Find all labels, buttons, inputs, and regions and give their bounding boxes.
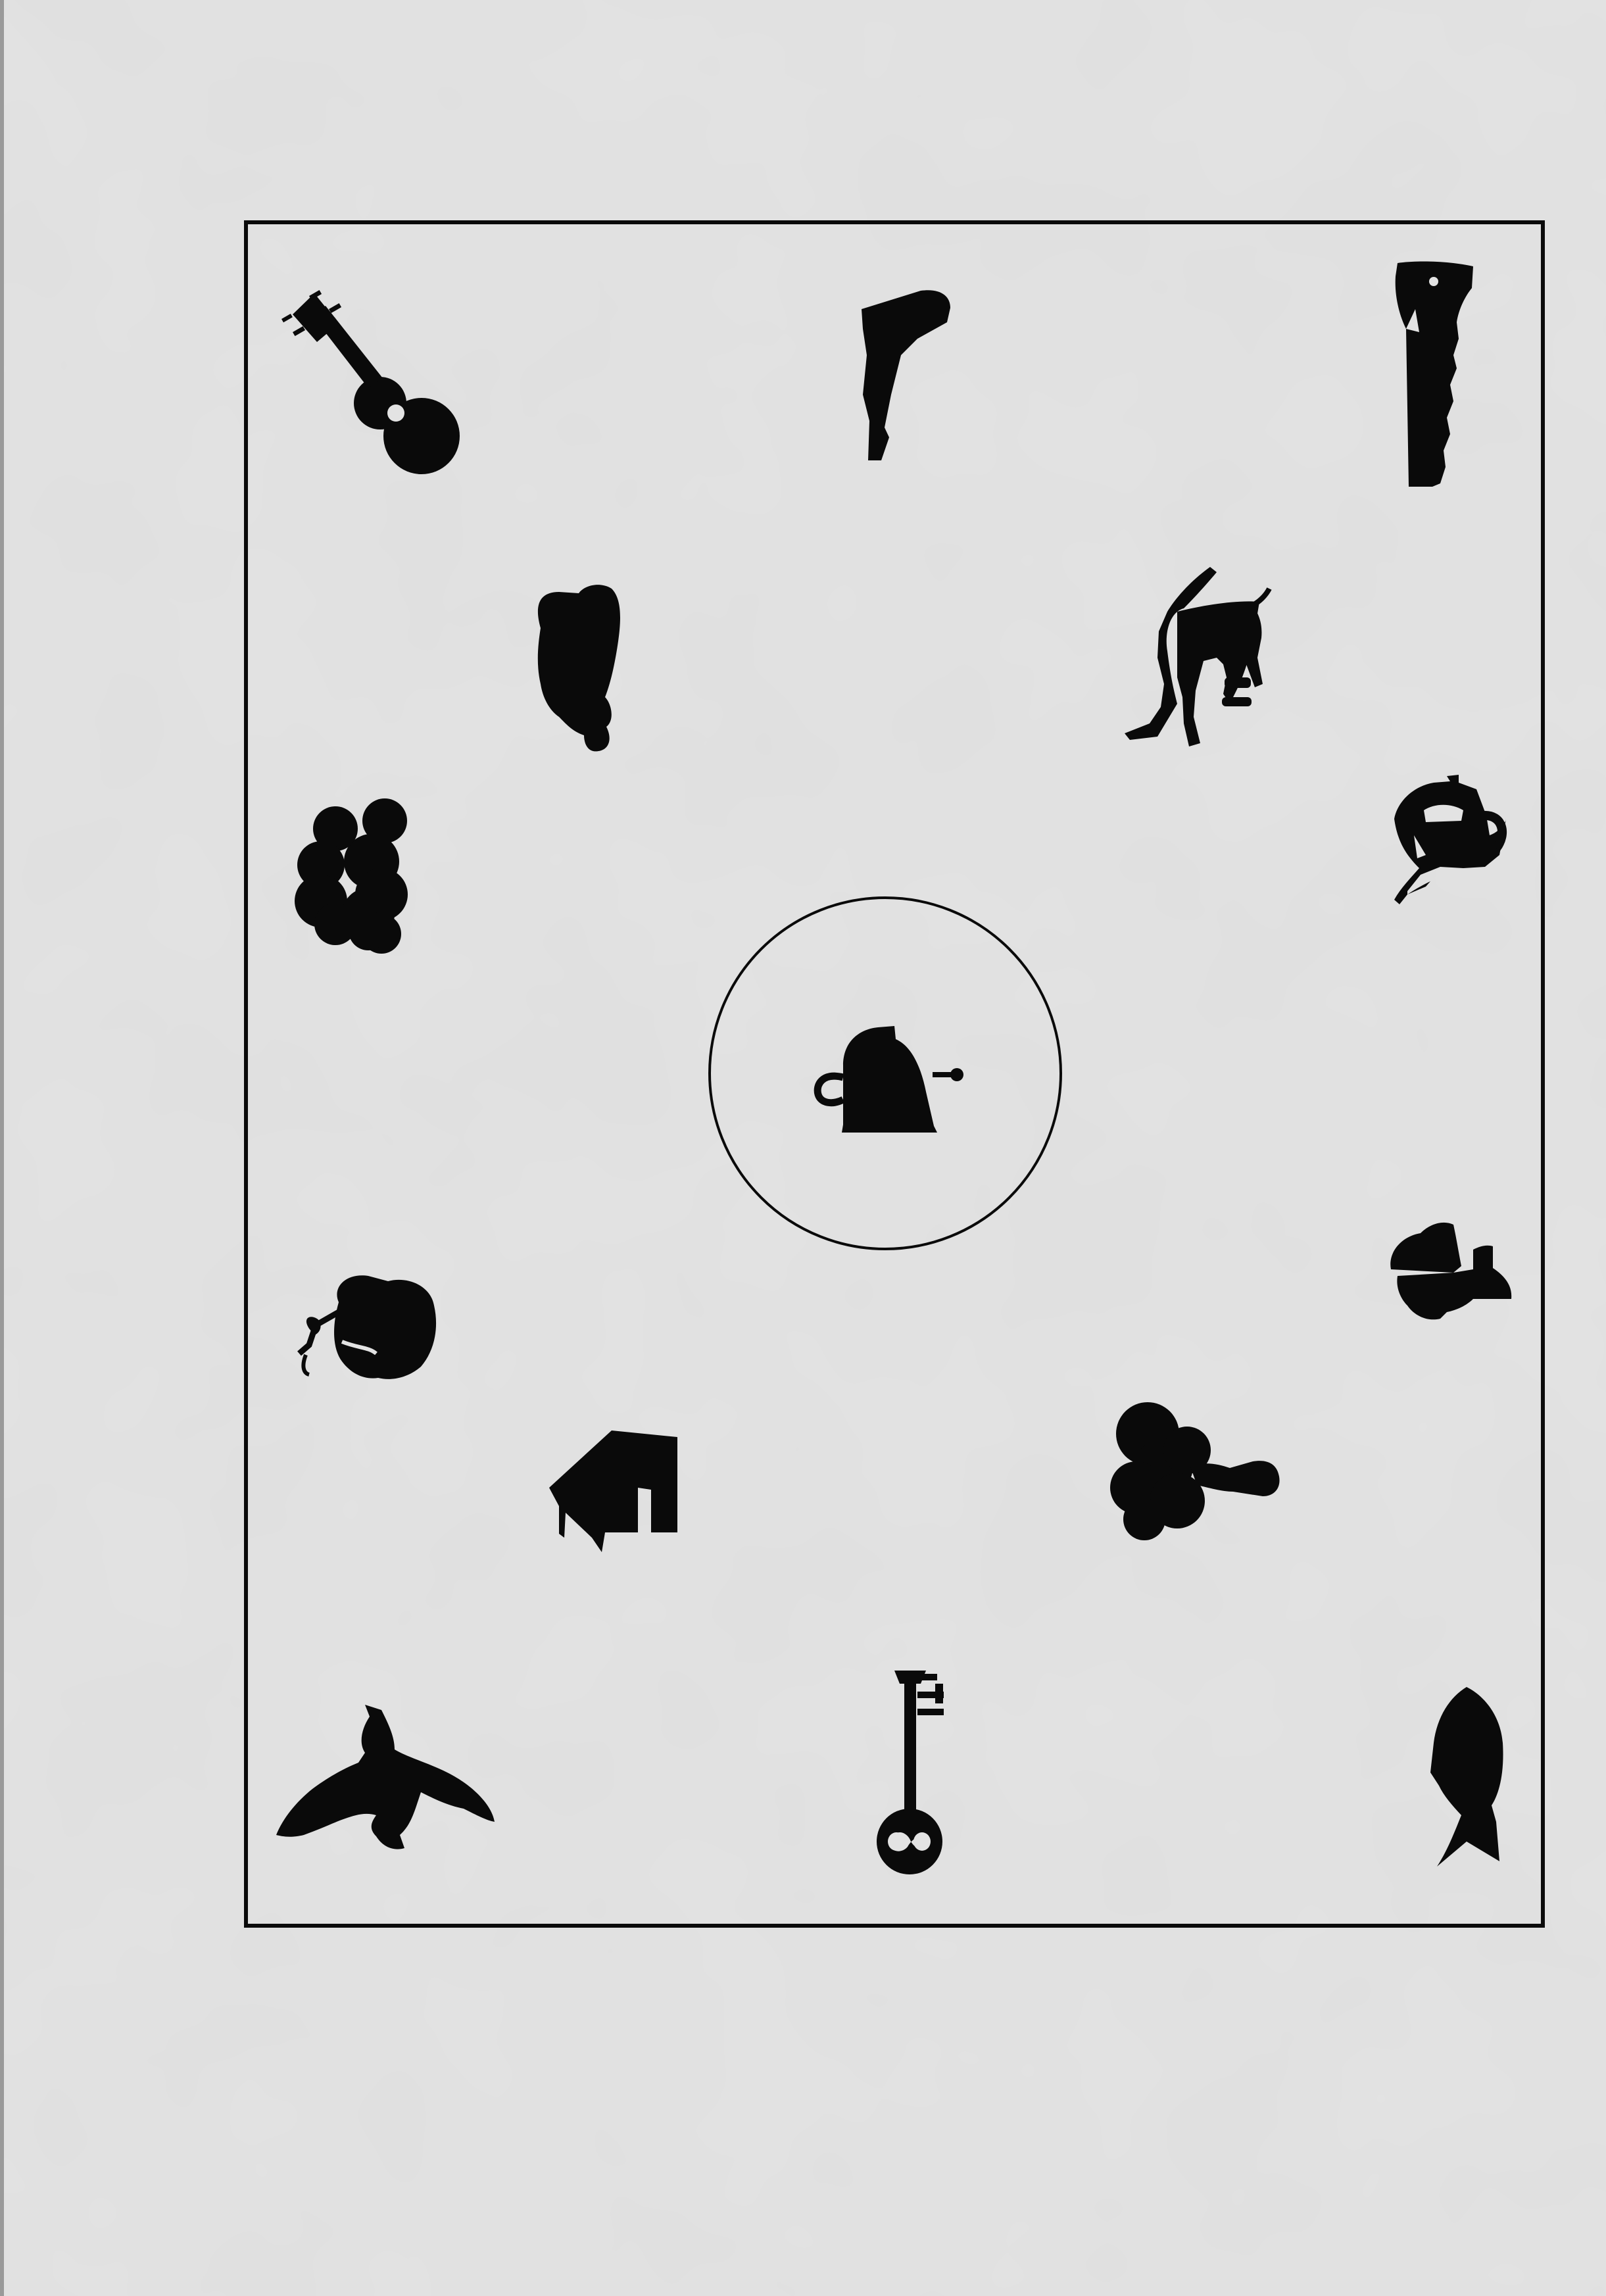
- bell-icon: [814, 1026, 963, 1133]
- guitar-icon: [281, 290, 460, 474]
- saw-icon: [1395, 261, 1473, 487]
- worksheet-frame: [244, 220, 1545, 1928]
- apple-icon: [297, 1275, 437, 1379]
- scan-edge: [0, 0, 4, 2296]
- horse-icon: [1125, 567, 1272, 746]
- target-circle: [708, 896, 1062, 1250]
- fish-icon: [1430, 1687, 1503, 1867]
- car-icon: [537, 585, 620, 752]
- teapot-icon: [1394, 775, 1507, 904]
- house-icon: [549, 1430, 677, 1552]
- cloud-icon: [295, 798, 408, 954]
- tree-icon: [1110, 1402, 1280, 1540]
- key-icon: [877, 1671, 944, 1874]
- lamp-icon: [1390, 1222, 1512, 1320]
- bird-icon: [276, 1705, 495, 1849]
- pistol-icon: [862, 290, 950, 460]
